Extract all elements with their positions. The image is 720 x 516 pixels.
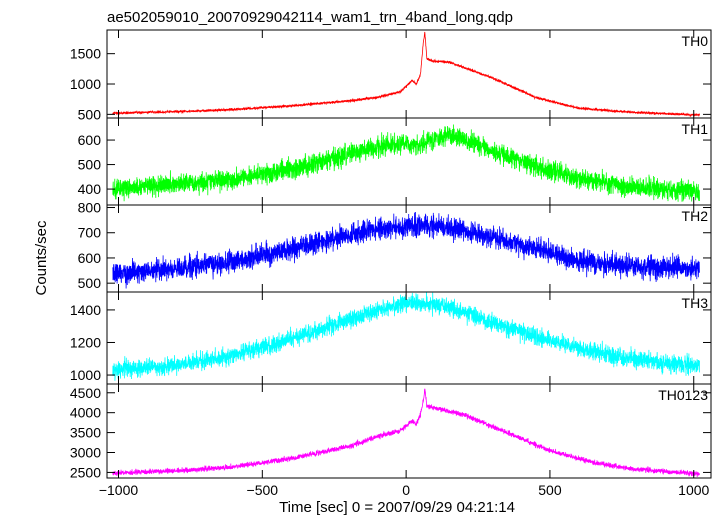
y-tick-label-th0: 1000 bbox=[70, 76, 101, 92]
y-tick-label-th2: 700 bbox=[78, 225, 102, 241]
panel-frame-th0123 bbox=[106, 383, 712, 479]
panel-label-th2: TH2 bbox=[682, 208, 709, 224]
y-tick-label-th3: 1000 bbox=[70, 367, 101, 383]
series-line-th3 bbox=[112, 292, 700, 381]
chart-title: ae502059010_20070929042114_wam1_trn_4ban… bbox=[107, 9, 513, 26]
y-tick-label-th0: 1500 bbox=[70, 46, 101, 62]
y-tick-label-th0123: 3500 bbox=[70, 425, 101, 441]
x-tick-label: 1000 bbox=[678, 482, 709, 498]
y-tick-label-th0: 500 bbox=[78, 106, 102, 122]
y-tick-label-th0123: 2500 bbox=[70, 464, 101, 480]
panel-label-th0123: TH0123 bbox=[658, 387, 708, 403]
x-tick-label: −1000 bbox=[99, 482, 139, 498]
panel-label-th1: TH1 bbox=[682, 121, 709, 137]
panel-frame-th0 bbox=[106, 29, 712, 119]
panel-label-th3: TH3 bbox=[682, 295, 709, 311]
series-line-th1 bbox=[112, 124, 700, 202]
y-tick-label-th1: 600 bbox=[78, 132, 102, 148]
y-tick-label-th0123: 4000 bbox=[70, 405, 101, 421]
y-tick-label-th0123: 3000 bbox=[70, 445, 101, 461]
y-tick-label-th1: 400 bbox=[78, 181, 102, 197]
x-tick-label: −500 bbox=[247, 482, 279, 498]
x-axis-label: Time [sec] 0 = 2007/09/29 04:21:14 bbox=[279, 499, 515, 516]
y-tick-label-th3: 1200 bbox=[70, 334, 101, 350]
y-tick-label-th2: 600 bbox=[78, 250, 102, 266]
x-tick-label: 0 bbox=[402, 482, 410, 498]
y-tick-label-th0123: 4500 bbox=[70, 385, 101, 401]
y-tick-label-th1: 500 bbox=[78, 157, 102, 173]
series-line-th0 bbox=[112, 31, 700, 118]
series-line-th2 bbox=[112, 211, 700, 289]
y-tick-label-th2: 800 bbox=[78, 200, 102, 216]
y-tick-label-th3: 1400 bbox=[70, 302, 101, 318]
x-tick-label: 500 bbox=[538, 482, 562, 498]
series-line-th0123 bbox=[112, 388, 700, 477]
y-axis-label: Counts/sec bbox=[33, 220, 50, 296]
panel-label-th0: TH0 bbox=[682, 33, 709, 49]
y-tick-label-th2: 500 bbox=[78, 275, 102, 291]
